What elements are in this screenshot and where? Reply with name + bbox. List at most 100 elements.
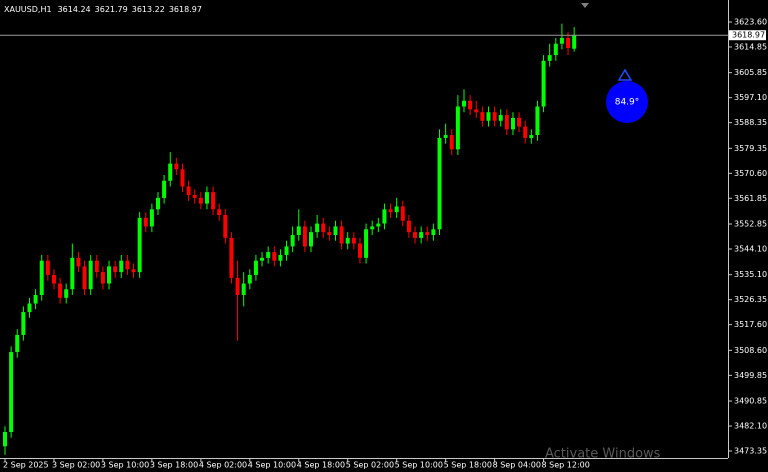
y-tick-label: 3535.10 [734, 270, 767, 279]
candle-body [455, 106, 460, 150]
y-tick-label: 3482.10 [734, 422, 767, 431]
y-tick-label: 3605.85 [734, 68, 767, 77]
candle-body [529, 135, 534, 138]
candle-body [553, 43, 558, 56]
candle-body [162, 180, 167, 198]
candle-body [566, 37, 571, 48]
candle-body [364, 229, 369, 258]
candle-body [345, 237, 350, 244]
candle-body [480, 112, 485, 121]
candle-body [535, 106, 540, 136]
y-tick-label: 3579.35 [734, 144, 767, 153]
candle-body [266, 252, 271, 258]
candle-body [315, 223, 320, 233]
candle-body [217, 209, 222, 216]
candle-body [211, 192, 216, 210]
candle-body [449, 135, 454, 150]
y-tick-label: 3623.60 [734, 17, 767, 26]
candle-body [241, 283, 246, 295]
candle-body [492, 112, 497, 121]
scroll-marker [581, 3, 589, 8]
candle-body [253, 260, 258, 275]
candle-body [21, 312, 26, 335]
header-high: 3621.79 [95, 5, 128, 14]
candle-body [572, 35, 577, 49]
candle-body [229, 237, 234, 278]
y-tick-label: 3517.60 [734, 320, 767, 329]
candle-body [192, 195, 197, 198]
candle-body [70, 257, 75, 290]
candle-body [510, 117, 515, 130]
candle-body [486, 112, 491, 121]
candle-body [437, 137, 442, 230]
candle-body [382, 209, 387, 224]
x-tick-label: 4 Sep 10:00 [248, 461, 296, 470]
candle-body [443, 135, 448, 138]
y-tick-label: 3614.85 [734, 42, 767, 51]
y-tick-label: 3490.85 [734, 397, 767, 406]
annotation: 84.9° [615, 98, 640, 108]
x-tick-label: 3 Sep 10:00 [101, 461, 149, 470]
symbol: XAUUSD,H1 [4, 5, 52, 14]
candle-body [33, 294, 38, 304]
candle-body [15, 334, 20, 353]
angle-marker [617, 68, 633, 81]
candle-body [504, 115, 509, 130]
candle-body [468, 100, 473, 110]
candle-body [272, 252, 277, 261]
candle-body [247, 274, 252, 284]
candle-body [186, 186, 191, 196]
candle-body [149, 209, 154, 227]
y-tick-label: 3570.60 [734, 169, 767, 178]
y-tick-label: 3526.35 [734, 295, 767, 304]
candle-body [100, 272, 105, 284]
annotation-bubble [606, 81, 648, 123]
candle-body [388, 209, 393, 213]
candle-body [376, 223, 381, 227]
current-price-box [729, 30, 766, 41]
y-tick-label: 3499.85 [734, 371, 767, 380]
x-tick-label: 8 Sep 04:00 [493, 461, 541, 470]
y-tick-label: 3473.35 [734, 447, 767, 456]
candle-body [541, 60, 546, 107]
candle-body [559, 37, 564, 44]
candle-body [339, 226, 344, 244]
x-tick-label: 3 Sep 02:00 [52, 461, 100, 470]
candle-body [321, 223, 326, 233]
candle-body [431, 229, 436, 235]
y-tick-label: 3552.85 [734, 220, 767, 229]
candle-body [462, 100, 466, 107]
watermark: Activate Windows [545, 447, 661, 462]
y-tick-label: 3544.10 [734, 244, 767, 253]
candle-body [357, 243, 362, 258]
x-tick-label: 4 Sep 18:00 [297, 461, 345, 470]
candle-body [370, 226, 375, 230]
candle-body [137, 217, 142, 273]
candle-body [278, 254, 283, 261]
candle-body [174, 163, 179, 170]
candle-body [64, 289, 69, 298]
x-tick-label: 5 Sep 10:00 [395, 461, 443, 470]
candle-body [517, 117, 522, 127]
candle-body [498, 115, 503, 121]
candle-body [235, 277, 240, 295]
candle-body [406, 220, 411, 233]
candle-body [131, 269, 136, 273]
candle-body [125, 260, 130, 270]
current-price-label: 3618.97 [732, 31, 765, 40]
candle-body [523, 126, 528, 138]
y-tick-label: 3588.35 [734, 118, 767, 127]
y-tick-label: 3561.85 [734, 194, 767, 203]
candle-body [58, 283, 63, 298]
candle-body [94, 260, 99, 273]
candle-body [394, 206, 399, 213]
x-tick-label: 3 Sep 18:00 [150, 461, 198, 470]
candle-body [45, 260, 50, 275]
candle-body [284, 246, 289, 255]
candle-body [76, 257, 81, 267]
header-low: 3613.22 [132, 5, 165, 14]
candle-body [198, 197, 203, 204]
candle-body [302, 226, 307, 247]
candle-body [547, 55, 552, 61]
